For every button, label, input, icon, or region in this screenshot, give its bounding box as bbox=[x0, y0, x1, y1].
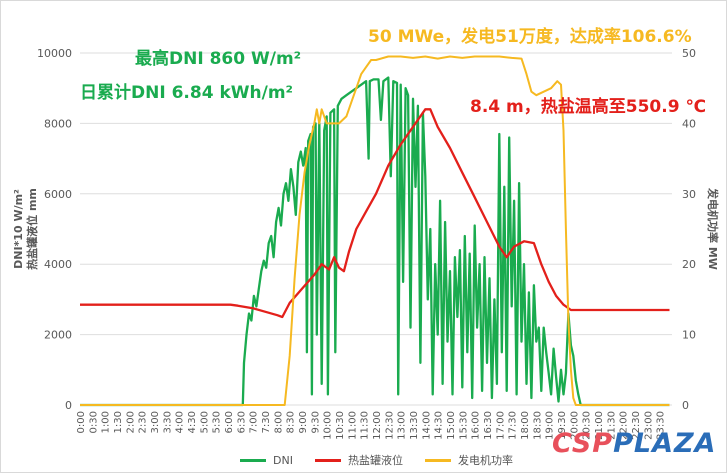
x-tick-label: 8:30 bbox=[286, 411, 297, 433]
x-tick-label: 17:30 bbox=[508, 411, 519, 440]
x-tick-label: 2:30 bbox=[138, 411, 149, 433]
y-left-tick-label: 2000 bbox=[44, 329, 72, 342]
x-tick-label: 8:00 bbox=[273, 411, 284, 433]
x-tick-label: 18:30 bbox=[532, 411, 543, 440]
y-left-axis-title-line2: 热盐罐液位 mm bbox=[25, 188, 39, 270]
x-tick-label: 15:30 bbox=[458, 411, 469, 440]
x-tick-label: 3:00 bbox=[150, 411, 161, 433]
x-tick-label: 22:00 bbox=[619, 411, 630, 440]
y-left-axis-title-line1: DNI*10 W/m² bbox=[12, 189, 25, 269]
legend-label-dni: DNI bbox=[273, 453, 293, 467]
y-right-tick-label: 30 bbox=[682, 188, 696, 201]
x-tick-label: 13:30 bbox=[409, 411, 420, 440]
legend-label-tank-level: 热盐罐液位 bbox=[347, 454, 403, 467]
y-left-tick-label: 10000 bbox=[37, 47, 72, 60]
x-tick-label: 5:30 bbox=[212, 411, 223, 433]
max-dni-annotation: 最高DNI 860 W/m² bbox=[135, 49, 302, 69]
x-tick-label: 4:00 bbox=[175, 411, 186, 433]
y-right-tick-label: 10 bbox=[682, 329, 696, 342]
daily-dni-annotation: 日累计DNI 6.84 kWh/m² bbox=[80, 83, 293, 103]
power-annotation: 50 MWe，发电51万度，达成率106.6% bbox=[368, 27, 692, 47]
x-tick-label: 15:00 bbox=[446, 411, 457, 440]
legend-swatch-tank-level bbox=[314, 458, 341, 462]
x-tick-label: 19:00 bbox=[545, 411, 556, 440]
tank-level-line bbox=[80, 108, 670, 319]
x-tick-label: 6:30 bbox=[236, 411, 247, 433]
x-tick-label: 21:30 bbox=[606, 411, 617, 440]
y-left-tick-label: 8000 bbox=[44, 117, 72, 130]
axis-layer: 0 2000 4000 6000 8000 10000 0 10 20 30 40 50 0:00 0:3… bbox=[12, 47, 720, 440]
x-tick-label: 12:00 bbox=[372, 411, 383, 440]
x-tick-label: 7:00 bbox=[249, 411, 260, 433]
x-tick-label: 14:30 bbox=[434, 411, 445, 440]
x-tick-label: 9:00 bbox=[298, 411, 309, 433]
x-tick-label: 16:30 bbox=[483, 411, 494, 440]
x-tick-label: 7:30 bbox=[261, 411, 272, 433]
x-tick-label: 11:30 bbox=[360, 411, 371, 440]
x-tick-label: 10:00 bbox=[323, 411, 334, 440]
x-tick-label: 20:30 bbox=[582, 411, 593, 440]
dni-line bbox=[80, 76, 670, 407]
x-tick-label: 1:30 bbox=[113, 411, 124, 433]
x-tick-label: 1:00 bbox=[101, 411, 112, 433]
watermark-part-2: PLAZA bbox=[613, 428, 717, 459]
y-left-tick-label: 0 bbox=[65, 399, 72, 412]
x-tick-label: 12:30 bbox=[384, 411, 395, 440]
watermark-part-1: CSP bbox=[552, 428, 614, 459]
series-layer bbox=[80, 55, 670, 407]
legend-item-dni: DNI bbox=[240, 454, 293, 467]
watermark-logo: CSPPLAZA bbox=[552, 428, 716, 459]
legend-label-generator-power: 发电机功率 bbox=[457, 454, 513, 467]
x-tick-label: 10:30 bbox=[335, 411, 346, 440]
x-tick-label: 22:30 bbox=[631, 411, 642, 440]
x-tick-label: 19:30 bbox=[557, 411, 568, 440]
x-tick-label: 17:00 bbox=[495, 411, 506, 440]
salt-level-annotation: 8.4 m，热盐温高至550.9 ℃ bbox=[470, 97, 707, 117]
legend-item-generator-power: 发电机功率 bbox=[424, 452, 513, 468]
x-tick-label: 0:30 bbox=[88, 411, 99, 433]
y-right-tick-label: 20 bbox=[682, 258, 696, 271]
legend-swatch-dni bbox=[240, 458, 266, 462]
x-tick-label: 0:00 bbox=[76, 411, 87, 433]
x-tick-label: 23:00 bbox=[643, 411, 654, 440]
y-right-tick-label: 40 bbox=[682, 117, 696, 130]
legend-swatch-generator-power bbox=[424, 458, 451, 462]
y-right-tick-label: 50 bbox=[682, 47, 696, 60]
x-tick-label: 14:00 bbox=[421, 411, 432, 440]
x-tick-label: 3:30 bbox=[162, 411, 173, 433]
x-tick-label: 4:30 bbox=[187, 411, 198, 433]
x-tick-label: 21:00 bbox=[594, 411, 605, 440]
x-tick-label: 9:30 bbox=[310, 411, 321, 433]
x-tick-label: 20:00 bbox=[569, 411, 580, 440]
x-tick-label: 2:00 bbox=[125, 411, 136, 433]
x-tick-label: 18:00 bbox=[520, 411, 531, 440]
x-tick-label: 5:00 bbox=[199, 411, 210, 433]
y-left-tick-label: 4000 bbox=[44, 258, 72, 271]
generator-power-line bbox=[80, 55, 670, 406]
x-tick-label: 6:00 bbox=[224, 411, 235, 433]
y-right-axis-title: 发电机功率 MW bbox=[706, 187, 720, 270]
chart-legend: DNI 热盐罐液位 发电机功率 bbox=[240, 452, 513, 468]
legend-item-tank-level: 热盐罐液位 bbox=[314, 452, 403, 468]
y-right-tick-label: 0 bbox=[682, 399, 689, 412]
x-tick-label: 16:00 bbox=[471, 411, 482, 440]
x-tick-label: 23:30 bbox=[656, 411, 667, 440]
x-tick-label: 13:00 bbox=[397, 411, 408, 440]
y-left-tick-label: 6000 bbox=[44, 188, 72, 201]
x-tick-label: 11:00 bbox=[347, 411, 358, 440]
